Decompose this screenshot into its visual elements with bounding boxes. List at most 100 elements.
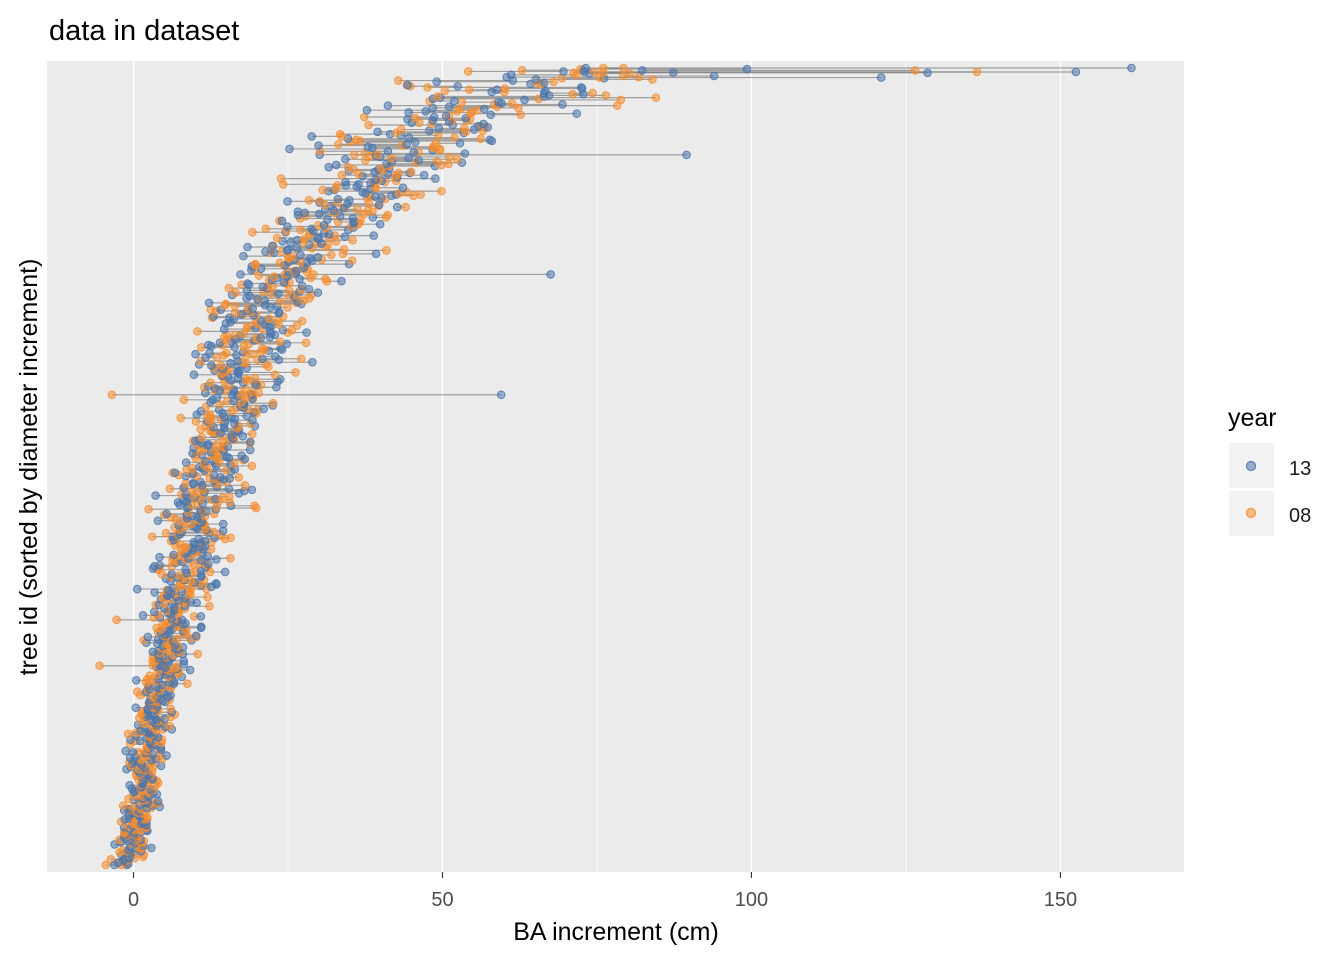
- point-13: [669, 68, 678, 77]
- point-08: [651, 93, 661, 102]
- point-13: [227, 390, 237, 400]
- point-08: [231, 288, 240, 297]
- point-13: [429, 112, 439, 122]
- point-13: [558, 100, 567, 109]
- point-13: [546, 270, 555, 279]
- point-08: [193, 327, 202, 336]
- point-08: [183, 679, 192, 689]
- point-13: [354, 180, 363, 189]
- point-13: [314, 209, 324, 219]
- point-08: [549, 77, 558, 86]
- point-13: [324, 162, 334, 172]
- point-08: [205, 601, 214, 611]
- x-tick-label: 0: [128, 889, 139, 911]
- point-08: [222, 466, 231, 475]
- point-13: [155, 552, 164, 562]
- point-08: [250, 501, 259, 511]
- point-13: [876, 73, 886, 82]
- point-13: [331, 160, 341, 170]
- point-08: [292, 321, 302, 330]
- point-13: [492, 85, 502, 94]
- point-13: [313, 252, 323, 262]
- point-13: [121, 746, 130, 756]
- point-08: [174, 571, 184, 580]
- point-13: [480, 104, 489, 114]
- point-13: [559, 67, 568, 76]
- point-13: [204, 439, 213, 449]
- point-13: [155, 560, 164, 570]
- point-08: [132, 687, 142, 696]
- point-13: [496, 390, 506, 400]
- point-13: [923, 68, 932, 78]
- point-08: [337, 170, 347, 180]
- point-13: [189, 370, 199, 380]
- point-08: [283, 303, 292, 312]
- point-08: [270, 370, 280, 380]
- point-13: [237, 451, 246, 460]
- point-08: [268, 398, 278, 408]
- point-08: [275, 297, 285, 307]
- point-13: [138, 610, 148, 620]
- point-13: [403, 115, 412, 124]
- point-13: [243, 279, 252, 288]
- point-08: [234, 473, 244, 482]
- point-13: [742, 64, 752, 74]
- point-08: [203, 592, 212, 602]
- point-13: [212, 555, 221, 564]
- point-08: [291, 368, 300, 377]
- point-08: [179, 395, 189, 405]
- point-08: [206, 378, 215, 387]
- x-tick-label: 150: [1044, 889, 1077, 911]
- point-13: [404, 108, 413, 117]
- point-13: [277, 216, 287, 226]
- point-13: [248, 304, 257, 313]
- point-13: [333, 194, 343, 204]
- point-13: [239, 251, 248, 261]
- point-13: [158, 661, 168, 671]
- point-13: [419, 170, 429, 180]
- point-08: [95, 661, 104, 671]
- point-08: [440, 86, 450, 96]
- point-13: [151, 491, 160, 500]
- point-08: [241, 374, 251, 384]
- point-13: [181, 458, 191, 467]
- point-13: [486, 110, 496, 120]
- point-13: [307, 224, 316, 234]
- point-13: [143, 632, 153, 642]
- point-13: [256, 333, 266, 343]
- point-13: [292, 243, 302, 253]
- point-13: [162, 751, 171, 760]
- point-13: [531, 75, 541, 84]
- point-08: [248, 429, 257, 439]
- point-08: [568, 89, 577, 99]
- point-08: [364, 120, 373, 130]
- point-08: [272, 233, 282, 243]
- point-08: [444, 159, 453, 169]
- point-13: [128, 747, 138, 757]
- point-13: [196, 622, 206, 631]
- point-08: [625, 69, 635, 79]
- point-13: [1127, 63, 1136, 73]
- point-08: [304, 195, 314, 205]
- point-13: [204, 559, 213, 569]
- point-08: [648, 75, 657, 84]
- point-08: [165, 721, 175, 731]
- point-08: [224, 492, 234, 502]
- point-13: [432, 77, 441, 86]
- point-08: [910, 66, 920, 75]
- legend-marker-13: [1245, 460, 1257, 472]
- point-13: [258, 354, 267, 364]
- point-13: [232, 351, 241, 360]
- point-13: [507, 70, 516, 80]
- point-08: [297, 316, 307, 326]
- point-13: [194, 534, 204, 544]
- point-08: [517, 65, 527, 75]
- point-13: [576, 83, 586, 92]
- point-13: [371, 249, 381, 259]
- point-13: [204, 298, 214, 308]
- point-08: [188, 463, 197, 473]
- point-13: [340, 232, 350, 242]
- point-13: [185, 665, 195, 675]
- point-13: [409, 148, 419, 157]
- point-13: [421, 107, 430, 116]
